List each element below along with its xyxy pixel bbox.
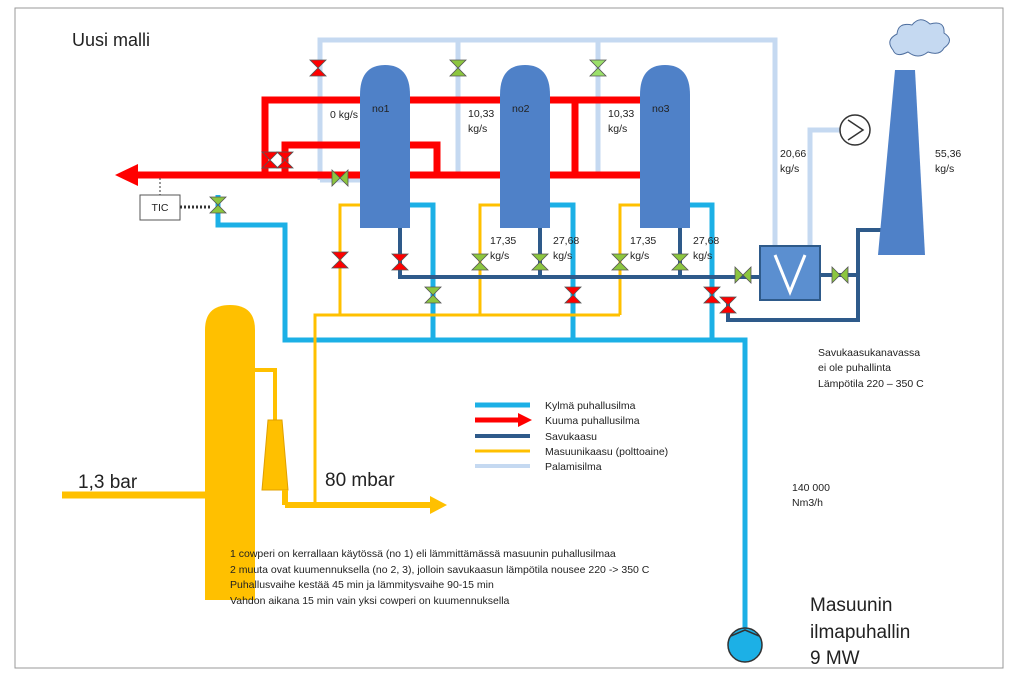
note: Vahdon aikana 15 min vain yksi cowperi o… [230, 595, 510, 607]
legend-label: Masuunikaasu (polttoaine) [545, 446, 668, 458]
valve [831, 266, 849, 284]
pressure-label: 80 mbar [325, 470, 395, 491]
flow-label: 10,33 [608, 108, 634, 120]
flow-label: kg/s [608, 123, 627, 135]
valve [471, 253, 489, 271]
valve [611, 253, 629, 271]
pipe [215, 195, 748, 630]
valve [703, 286, 721, 304]
blower-label: 9 MW [810, 648, 860, 669]
flow-label: 17,35 [490, 235, 516, 247]
blower-label: Masuunin [810, 595, 892, 616]
legend-label: Kylmä puhallusilma [545, 400, 636, 412]
flue-note: Lämpötila 220 – 350 C [818, 378, 924, 390]
combustion-fan [839, 114, 871, 146]
flow-label: kg/s [490, 250, 509, 262]
valve [424, 286, 442, 304]
flow-label: 10,33 [468, 108, 494, 120]
legend-label: Savukaasu [545, 431, 597, 443]
valve [331, 169, 349, 187]
flow-label: kg/s [468, 123, 487, 135]
flow-label: 27,68 [693, 235, 719, 247]
valve [734, 266, 752, 284]
frame [14, 7, 1004, 669]
venturi [261, 419, 289, 491]
pipe [550, 202, 576, 340]
flue-note: ei ole puhallinta [818, 362, 891, 374]
legend-label: Palamisilma [545, 461, 602, 473]
valve [261, 151, 279, 169]
valve [671, 253, 689, 271]
pipe [398, 228, 760, 279]
valve [331, 251, 349, 269]
flow-label: 140 000 [792, 482, 830, 494]
flow-label: kg/s [553, 250, 572, 262]
flow-label: kg/s [935, 163, 954, 175]
stove [360, 65, 410, 228]
valve [449, 59, 467, 77]
gas-scrubber [205, 305, 255, 600]
pipe [317, 37, 778, 275]
pipe [410, 202, 436, 340]
arrow-head [115, 164, 138, 186]
flow-label: Nm3/h [792, 497, 823, 509]
pipe [690, 202, 715, 340]
flow-label: 20,66 [780, 148, 806, 160]
pressure-label: 1,3 bar [78, 472, 138, 493]
pipe [338, 203, 360, 315]
title: Uusi malli [72, 30, 150, 50]
valve [564, 286, 582, 304]
legend-swatch [518, 413, 532, 427]
valves [209, 59, 849, 314]
pipe [255, 368, 277, 420]
stove-label: no3 [652, 103, 670, 115]
valve [589, 59, 607, 77]
stove-label: no2 [512, 103, 530, 115]
note: 1 cowperi on kerrallaan käytössä (no 1) … [230, 548, 616, 560]
valve [719, 296, 737, 314]
flow-label: kg/s [780, 163, 799, 175]
valve [276, 151, 294, 169]
fan-symbol [730, 629, 760, 637]
stove [640, 65, 690, 228]
blast-blower [727, 627, 763, 663]
flow-label: 0 kg/s [330, 109, 358, 121]
flue-note: Savukaasukanavassa [818, 347, 920, 359]
pipe [313, 313, 620, 505]
valve [531, 253, 549, 271]
valve [309, 59, 327, 77]
valve [209, 196, 227, 214]
stove-label: no1 [372, 103, 390, 115]
heat-exchanger-coil [773, 254, 807, 296]
smoke-cloud [889, 19, 950, 57]
legend-label: Kuuma puhallusilma [545, 415, 640, 427]
note: Puhallusvaihe kestää 45 min ja lämmitysv… [230, 579, 494, 591]
flow-label: 55,36 [935, 148, 961, 160]
tic-label: TIC [152, 202, 169, 214]
flow-label: kg/s [693, 250, 712, 262]
note: 2 muuta ovat kuumennuksella (no 2, 3), j… [230, 564, 650, 576]
stove [500, 65, 550, 228]
flow-label: kg/s [630, 250, 649, 262]
flow-label: 17,35 [630, 235, 656, 247]
valve [391, 253, 409, 271]
chimney [878, 70, 925, 255]
blower-label: ilmapuhallin [810, 622, 910, 643]
fan-symbol [847, 119, 865, 141]
flow-label: 27,68 [553, 235, 579, 247]
gas-pipes [313, 203, 640, 505]
arrow-head [430, 496, 447, 514]
pipe [807, 127, 840, 255]
